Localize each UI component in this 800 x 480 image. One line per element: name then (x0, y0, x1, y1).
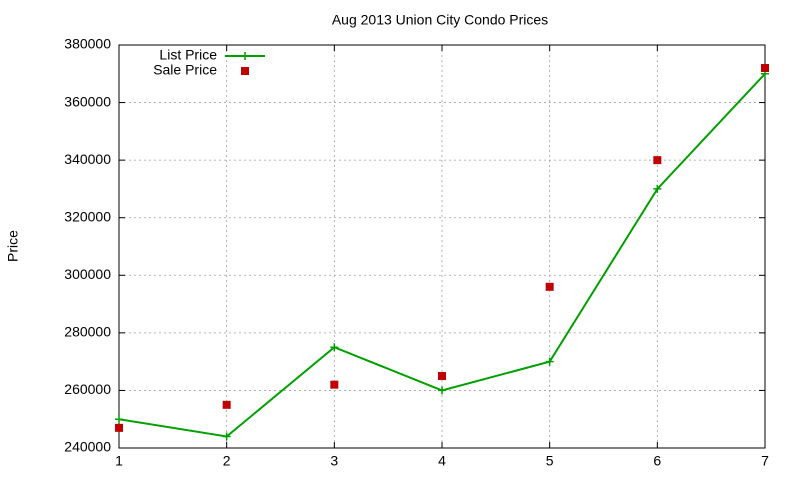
point (653, 156, 662, 165)
legend-swatch (241, 52, 249, 60)
point (330, 380, 339, 389)
y-tick-label: 300000 (64, 266, 111, 282)
x-tick-label: 4 (438, 453, 446, 469)
point (222, 400, 231, 409)
y-tick-label: 240000 (64, 439, 111, 455)
plot-frame (118, 44, 766, 449)
point (438, 372, 446, 381)
point (222, 432, 231, 441)
y-tick-label: 320000 (64, 208, 111, 224)
point (330, 343, 339, 352)
chart-title: Aug 2013 Union City Condo Prices (332, 12, 548, 28)
y-tick-label: 260000 (64, 381, 111, 397)
point (545, 282, 554, 291)
y-axis-label: Price (5, 230, 21, 262)
y-tick-label: 280000 (64, 324, 111, 340)
x-tick-label: 5 (546, 453, 554, 469)
x-tick-label: 6 (653, 453, 661, 469)
legend-label: List Price (159, 47, 217, 63)
y-tick-label: 380000 (64, 36, 111, 52)
y-tick-label: 360000 (64, 93, 111, 109)
point (115, 423, 123, 432)
point (115, 415, 123, 424)
legend-label: Sale Price (153, 62, 217, 78)
x-tick-label: 3 (330, 453, 338, 469)
x-tick-label: 7 (761, 453, 769, 469)
point (545, 357, 554, 366)
legend-swatch (241, 67, 249, 75)
point (653, 184, 662, 193)
y-tick-label: 340000 (64, 151, 111, 167)
point (438, 386, 446, 395)
x-tick-label: 2 (223, 453, 231, 469)
point (761, 64, 769, 73)
x-tick-label: 1 (115, 453, 123, 469)
